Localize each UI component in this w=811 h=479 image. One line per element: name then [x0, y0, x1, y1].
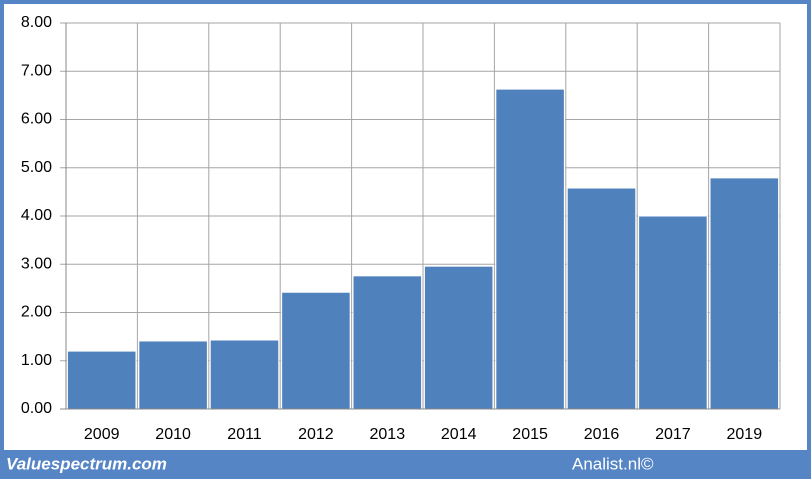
bar — [423, 265, 494, 410]
bar — [66, 350, 137, 410]
bar — [566, 187, 637, 410]
y-tick-label: 6.00 — [21, 111, 52, 128]
x-tick-label: 2013 — [370, 426, 406, 443]
footer-left: Valuespectrum.com — [6, 454, 167, 473]
bar — [281, 291, 351, 410]
footer-right: Analist.nl© — [572, 454, 654, 473]
y-tick-label: 7.00 — [21, 62, 52, 79]
y-tick-label: 0.00 — [21, 400, 52, 417]
x-tick-label: 2010 — [155, 426, 191, 443]
y-tick-label: 1.00 — [21, 352, 52, 369]
x-tick-label: 2014 — [441, 426, 477, 443]
y-tick-label: 3.00 — [21, 255, 52, 272]
x-tick-label: 2011 — [227, 426, 262, 443]
bar — [709, 177, 780, 410]
bar — [495, 88, 565, 410]
bar — [352, 275, 423, 410]
x-tick-label: 2016 — [584, 426, 620, 443]
y-tick-label: 4.00 — [21, 207, 52, 224]
bar — [638, 215, 708, 410]
y-tick-label: 5.00 — [21, 159, 52, 176]
bar — [138, 340, 208, 410]
x-tick-label: 2015 — [512, 426, 548, 443]
x-tick-label: 2019 — [727, 426, 763, 443]
y-tick-label: 2.00 — [21, 304, 52, 321]
x-tick-label: 2017 — [655, 426, 691, 443]
bar — [209, 339, 280, 410]
y-tick-label: 8.00 — [21, 14, 52, 31]
x-tick-label: 2009 — [84, 426, 120, 443]
x-tick-label: 2012 — [298, 426, 334, 443]
